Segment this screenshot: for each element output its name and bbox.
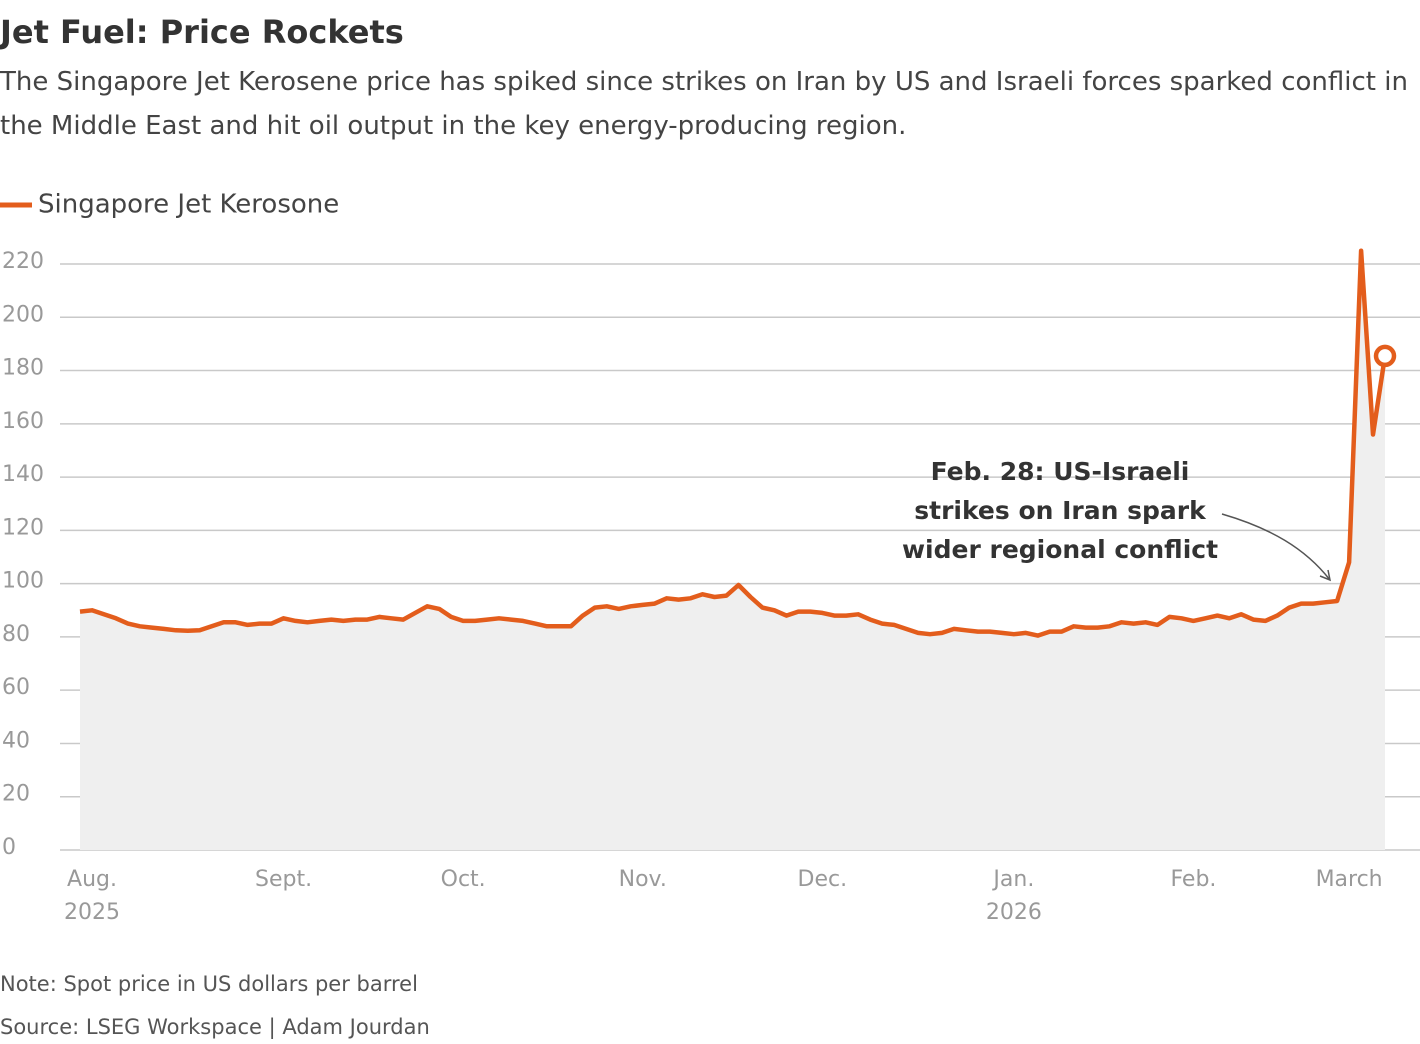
- y-tick-label: 100: [2, 569, 44, 594]
- annotation-text: wider regional conflict: [902, 535, 1218, 564]
- annotation-arrow: [1221, 513, 1331, 581]
- plot-area: [60, 250, 1420, 851]
- y-tick-label: 200: [2, 302, 44, 327]
- x-tick-label: March: [1316, 867, 1383, 892]
- end-marker: [1373, 344, 1397, 368]
- y-tick-label: 180: [2, 356, 44, 381]
- y-tick-label: 20: [2, 782, 30, 807]
- y-tick-label: 140: [2, 462, 44, 487]
- x-tick-label: Jan. 2026: [986, 867, 1042, 925]
- y-tick-label: 40: [2, 728, 30, 753]
- y-tick-label: 120: [2, 515, 44, 540]
- annotation-text: strikes on Iran spark: [914, 496, 1207, 525]
- x-tick-label: Dec.: [798, 867, 848, 892]
- chart-title: Jet Fuel: Price Rockets: [0, 13, 404, 51]
- x-tick-label: Feb.: [1170, 867, 1216, 892]
- y-tick-label: 0: [2, 835, 16, 860]
- header: Jet Fuel: Price Rockets The Singapore Je…: [0, 8, 1420, 148]
- chart-subtitle: The Singapore Jet Kerosene price has spi…: [0, 67, 1408, 141]
- x-tick-label: Sept.: [255, 867, 312, 892]
- line: [79, 248, 1388, 638]
- x-tick-label: Oct.: [441, 867, 486, 892]
- legend-label: Singapore Jet Kerosone: [38, 190, 339, 220]
- annotation-text: Feb. 28: US-Israeli: [931, 457, 1190, 486]
- source: Source: LSEG Workspace | Adam Jourdan: [0, 1015, 430, 1040]
- y-tick-label: 60: [2, 675, 30, 700]
- area: [80, 250, 1385, 850]
- x-tick-label: Aug. 2025: [64, 867, 120, 925]
- note: Note: Spot price in US dollars per barre…: [0, 972, 418, 996]
- y-tick-label: 80: [2, 622, 30, 647]
- annotation-arrowhead: [1319, 569, 1332, 582]
- y-tick-label: 160: [2, 409, 44, 434]
- x-tick-label: Nov.: [619, 867, 667, 892]
- y-tick-label: 220: [2, 249, 44, 274]
